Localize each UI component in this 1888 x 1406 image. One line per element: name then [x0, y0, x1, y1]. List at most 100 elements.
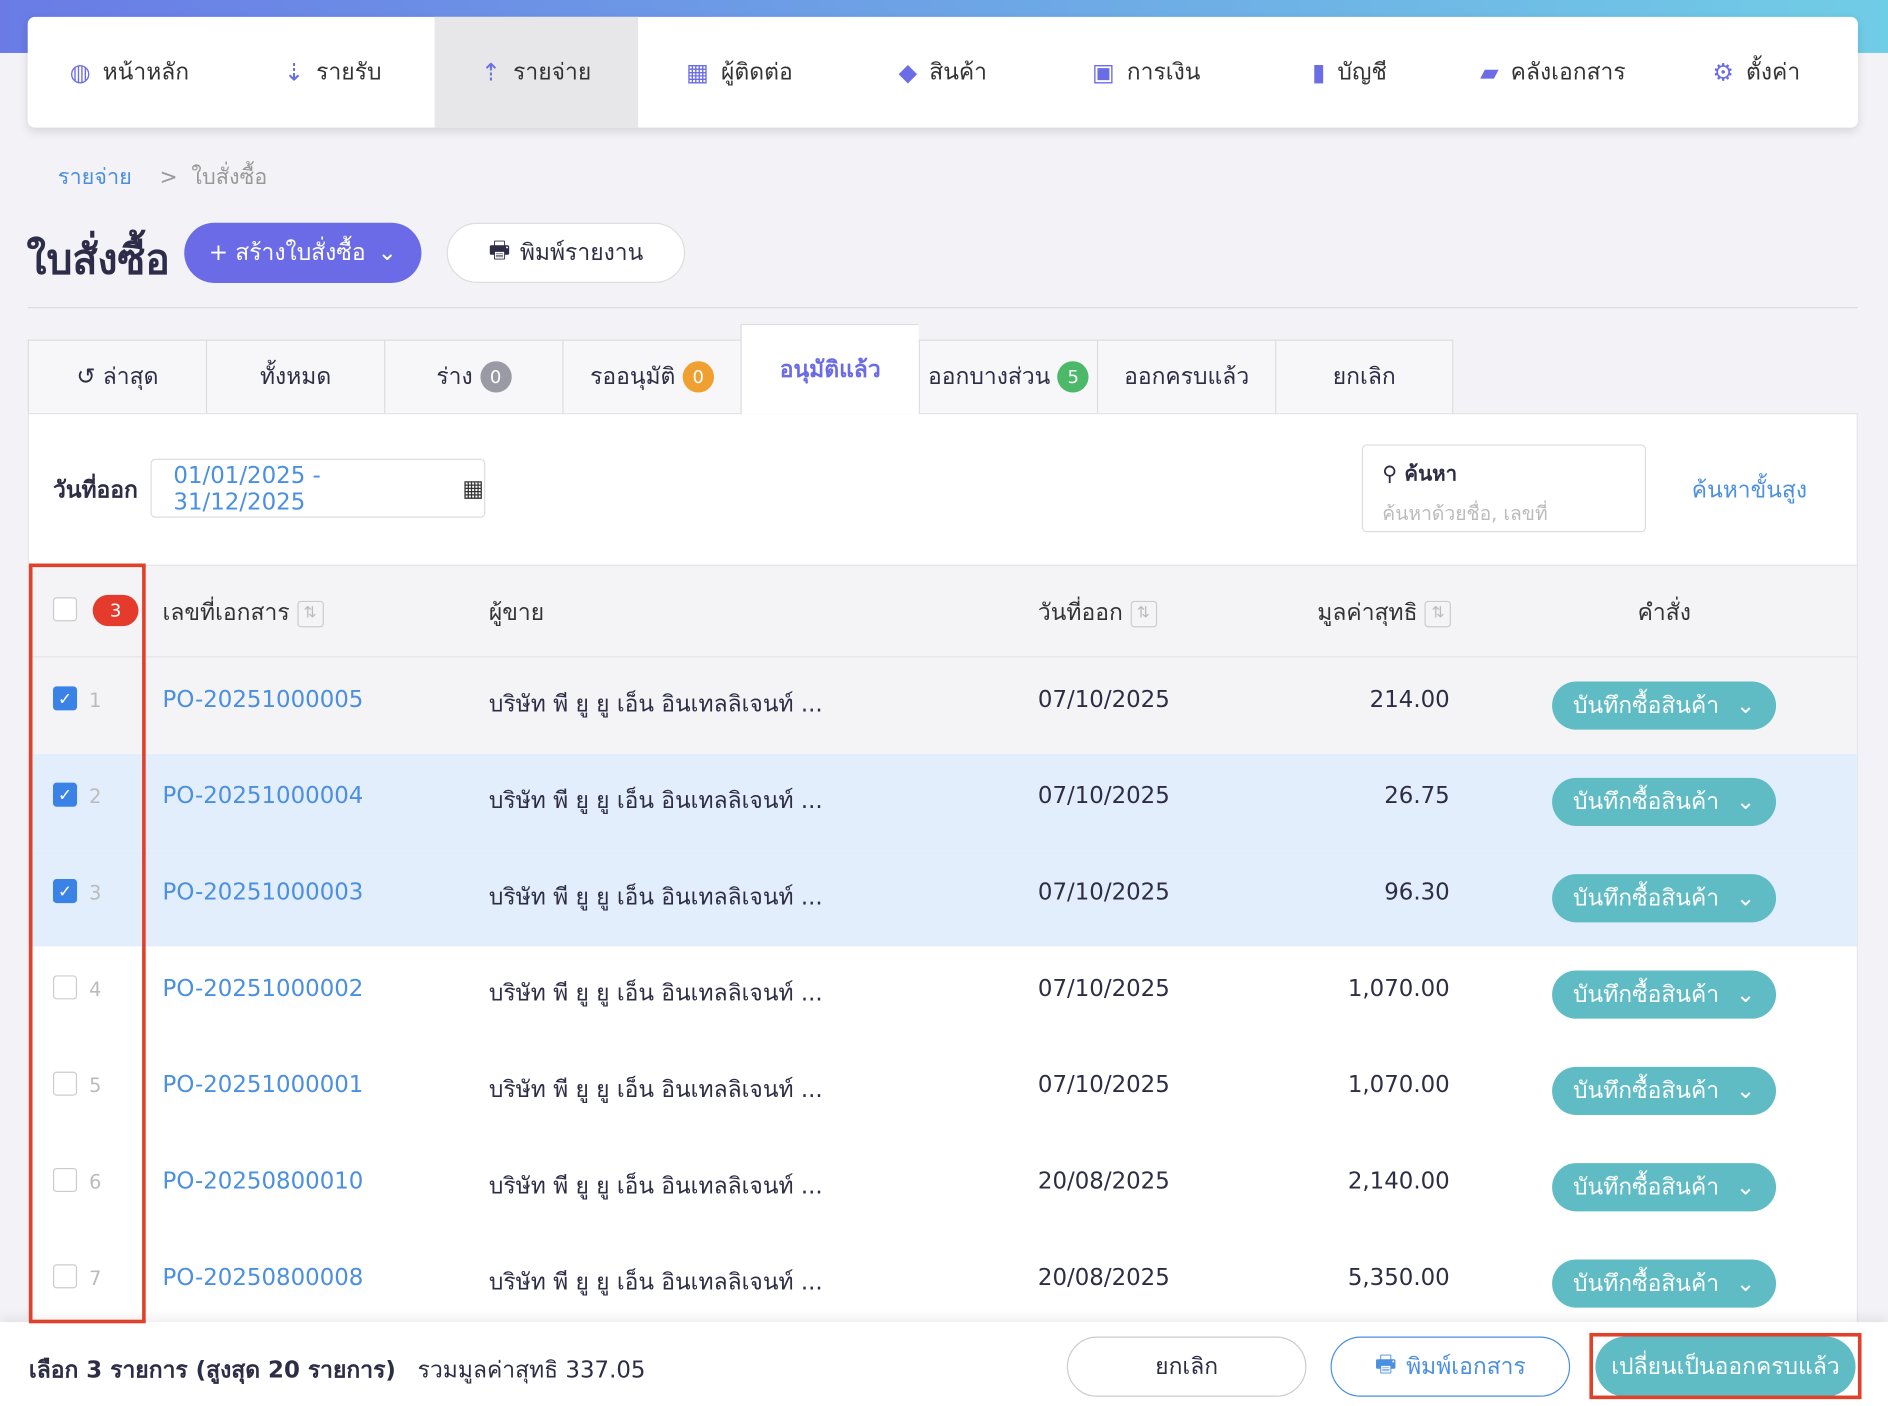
nav-item-0[interactable]: ◍ หน้าหลัก — [28, 17, 231, 128]
row-checkbox[interactable]: ✓ — [52, 782, 78, 807]
tab-2[interactable]: ร่าง 0 — [384, 339, 563, 415]
cancel-button[interactable]: ยกเลิก — [1066, 1336, 1307, 1397]
record-purchase-button[interactable]: บันทึกซื้อสินค้า ⌄ — [1552, 1259, 1777, 1308]
printer-icon: 🖶 — [1374, 1351, 1397, 1378]
bulk-action-bar — [0, 1322, 1888, 1406]
account-book-icon: ▮ — [1312, 57, 1326, 87]
search-input[interactable]: ⚲ ค้นหา ค้นหาด้วยชื่อ, เลขที่ — [1361, 444, 1647, 533]
page-title: ใบสั่งซื้อ — [26, 236, 170, 285]
gear-icon: ⚙ — [1712, 57, 1734, 87]
nav-item-3[interactable]: ▦ ผู้ติดต่อ — [638, 17, 841, 128]
row-checkbox[interactable]: ✓ — [52, 878, 78, 904]
doc-number-link[interactable]: PO-20251000001 — [162, 1071, 364, 1099]
row-number: 7 — [89, 1266, 102, 1290]
nav-item-8[interactable]: ⚙ ตั้งค่า — [1655, 17, 1858, 128]
print-report-button[interactable]: 🖶 พิมพ์รายงาน — [446, 222, 686, 283]
record-purchase-button[interactable]: บันทึกซื้อสินค้า ⌄ — [1552, 874, 1777, 923]
vendor-name: บริษัท พี ยู ยู เอ็น อินเทลลิเจนท์ ... — [488, 1076, 823, 1103]
search-icon: ⚲ — [1382, 462, 1398, 487]
breadcrumb-separator: > — [159, 164, 178, 191]
net-amount: 96.30 — [1384, 878, 1450, 906]
selection-summary: เลือก 3 รายการ (สูงสุด 20 รายการ) รวมมูล… — [29, 1352, 646, 1388]
nav-label: ผู้ติดต่อ — [720, 59, 793, 86]
tab-label: ร่าง — [436, 363, 473, 391]
vendor-name: บริษัท พี ยู ยู เอ็น อินเทลลิเจนท์ ... — [488, 883, 823, 911]
action-label: บันทึกซื้อสินค้า — [1572, 1173, 1720, 1201]
record-purchase-button[interactable]: บันทึกซื้อสินค้า ⌄ — [1552, 970, 1777, 1019]
table-row[interactable]: 5 PO-20251000001 บริษัท พี ยู ยู เอ็น อิ… — [28, 1042, 1857, 1140]
sort-icon[interactable]: ⇅ — [1424, 600, 1452, 627]
tab-7[interactable]: ยกเลิก — [1275, 339, 1454, 415]
printer-icon: 🖶 — [488, 237, 511, 264]
nav-item-4[interactable]: ◆ สินค้า — [841, 17, 1044, 128]
tab-6[interactable]: ออกครบแล้ว — [1096, 339, 1276, 415]
tab-1[interactable]: ทั้งหมด — [205, 339, 385, 415]
row-number: 6 — [89, 1170, 102, 1194]
table-row[interactable]: ✓ 2 PO-20251000004 บริษัท พี ยู ยู เอ็น … — [28, 753, 1857, 851]
date-range-input[interactable]: 01/01/2025 - 31/12/2025 ▦ — [150, 458, 486, 518]
sort-icon[interactable]: ⇅ — [1130, 600, 1157, 627]
select-all-checkbox[interactable] — [52, 597, 78, 622]
date-range-value: 01/01/2025 - 31/12/2025 — [173, 461, 321, 515]
chevron-down-icon: ⌄ — [377, 239, 397, 267]
net-amount: 2,140.00 — [1347, 1167, 1450, 1195]
date-filter-label: วันที่ออก — [52, 476, 138, 504]
nav-item-5[interactable]: ▣ การเงิน — [1045, 17, 1248, 128]
doc-number-link[interactable]: PO-20251000004 — [162, 782, 364, 810]
print-documents-button[interactable]: 🖶 พิมพ์เอกสาร — [1330, 1336, 1571, 1397]
action-label: บันทึกซื้อสินค้า — [1572, 692, 1720, 719]
nav-item-6[interactable]: ▮ บัญชี — [1248, 17, 1451, 128]
row-number: 1 — [89, 688, 102, 712]
total-text: รวมมูลค่าสุทธิ 337.05 — [417, 1357, 646, 1384]
record-purchase-button[interactable]: บันทึกซื้อสินค้า ⌄ — [1552, 681, 1777, 730]
expense-icon: ⇡ — [480, 57, 502, 87]
chevron-down-icon: ⌄ — [1735, 692, 1756, 719]
row-checkbox[interactable]: ✓ — [52, 686, 78, 711]
header-action: คำสั่ง — [1637, 599, 1691, 627]
main-nav: ◍ หน้าหลัก ⇣ รายรับ ⇡ รายจ่าย ▦ ผู้ติดต่อ ◆ สินค้… — [27, 16, 1858, 128]
net-amount: 1,070.00 — [1347, 1071, 1450, 1099]
doc-number-link[interactable]: PO-20250800008 — [162, 1264, 364, 1291]
nav-item-2[interactable]: ⇡ รายจ่าย — [434, 16, 638, 128]
action-label: บันทึกซื้อสินค้า — [1572, 788, 1720, 816]
tab-0[interactable]: ↺ ล่าสุด — [27, 339, 206, 415]
nav-item-7[interactable]: ▰ คลังเอกสาร — [1451, 17, 1654, 128]
tab-4[interactable]: อนุมัติแล้ว — [740, 323, 919, 415]
record-purchase-button[interactable]: บันทึกซื้อสินค้า ⌄ — [1552, 1066, 1777, 1115]
convert-to-completed-button[interactable]: เปลี่ยนเป็นออกครบแล้ว — [1595, 1336, 1856, 1397]
table-row[interactable]: ✓ 3 PO-20251000003 บริษัท พี ยู ยู เอ็น … — [28, 850, 1857, 947]
row-checkbox[interactable] — [52, 975, 78, 1000]
header-net[interactable]: มูลค่าสุทธิ ⇅ — [1317, 595, 1452, 631]
table-row[interactable]: ✓ 1 PO-20251000005 บริษัท พี ยู ยู เอ็น … — [28, 657, 1857, 754]
table-row[interactable]: 7 PO-20250800008 บริษัท พี ยู ยู เอ็น อิ… — [28, 1235, 1857, 1332]
header-date[interactable]: วันที่ออก ⇅ — [1038, 595, 1157, 631]
table-row[interactable]: 4 PO-20251000002 บริษัท พี ยู ยู เอ็น อิ… — [28, 946, 1857, 1043]
tab-3[interactable]: รออนุมัติ 0 — [562, 339, 741, 415]
advanced-search-link[interactable]: ค้นหาขั้นสูง — [1691, 476, 1808, 504]
record-purchase-button[interactable]: บันทึกซื้อสินค้า ⌄ — [1552, 1163, 1777, 1212]
table-row[interactable]: 6 PO-20250800010 บริษัท พี ยู ยู เอ็น อิ… — [28, 1139, 1857, 1236]
header-doc-no[interactable]: เลขที่เอกสาร ⇅ — [163, 595, 324, 631]
create-po-button[interactable]: + สร้างใบสั่งซื้อ ⌄ — [184, 222, 422, 283]
divider — [27, 307, 1858, 309]
doc-number-link[interactable]: PO-20251000002 — [162, 975, 364, 1002]
product-box-icon: ◆ — [898, 57, 918, 87]
vendor-name: บริษัท พี ยู ยู เอ็น อินเทลลิเจนท์ ... — [488, 787, 823, 814]
tab-5[interactable]: ออกบางส่วน 5 — [918, 339, 1097, 415]
row-checkbox[interactable] — [52, 1071, 78, 1096]
nav-label: รายรับ — [316, 59, 382, 86]
doc-number-link[interactable]: PO-20250800010 — [162, 1167, 364, 1195]
tab-label: รออนุมัติ — [590, 363, 676, 391]
row-number: 3 — [89, 881, 102, 905]
row-checkbox[interactable] — [52, 1264, 78, 1289]
header-net-label: มูลค่าสุทธิ — [1317, 599, 1418, 627]
breadcrumb-parent-link[interactable]: รายจ่าย — [57, 164, 132, 191]
net-amount: 214.00 — [1369, 686, 1450, 713]
sort-icon[interactable]: ⇅ — [296, 600, 324, 627]
nav-item-1[interactable]: ⇣ รายรับ — [231, 17, 434, 128]
doc-number-link[interactable]: PO-20251000003 — [162, 878, 364, 906]
doc-number-link[interactable]: PO-20251000005 — [162, 686, 364, 713]
row-checkbox[interactable] — [52, 1167, 78, 1193]
tab-label: ยกเลิก — [1332, 363, 1396, 391]
record-purchase-button[interactable]: บันทึกซื้อสินค้า ⌄ — [1552, 777, 1777, 827]
